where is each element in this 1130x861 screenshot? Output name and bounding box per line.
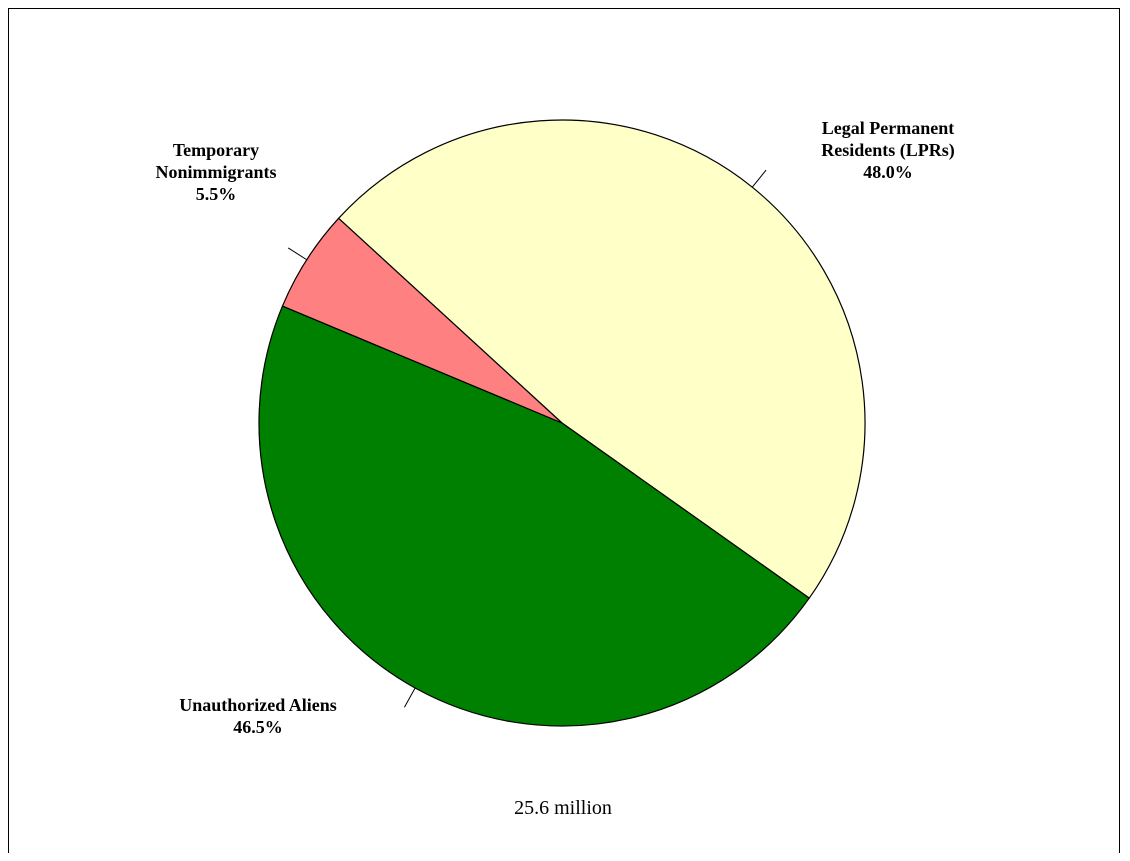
- slice-labels: Legal Permanent Residents (LPRs) 48.0% Unau…: [156, 118, 955, 737]
- slice-name-label: Legal Permanent: [822, 118, 954, 138]
- pie-slice: [337, 119, 866, 599]
- slice-value-label: 5.5%: [196, 184, 237, 204]
- leader-line: [404, 687, 416, 708]
- slice-value-label: 46.5%: [233, 717, 283, 737]
- pie-slices: [258, 119, 866, 727]
- slice-name-label: Temporary: [173, 140, 259, 160]
- slice-value-label: 48.0%: [863, 162, 913, 182]
- slice-label: Unauthorized Aliens 46.5%: [179, 695, 337, 737]
- pie-chart: Legal Permanent Residents (LPRs) 48.0% Unau…: [156, 118, 955, 819]
- slice-label: Legal Permanent Residents (LPRs) 48.0%: [821, 118, 955, 182]
- leader-line: [751, 169, 767, 188]
- total-label: 25.6 million: [514, 797, 612, 819]
- slice-label: Temporary Nonimmigrants 5.5%: [156, 140, 277, 204]
- leader-line: [287, 247, 308, 261]
- chart-frame: Legal Permanent Residents (LPRs) 48.0% Unau…: [8, 8, 1120, 853]
- slice-name-label: Residents (LPRs): [821, 140, 955, 161]
- slice-name-label: Nonimmigrants: [156, 162, 277, 182]
- leader-lines: [287, 169, 767, 708]
- slice-name-label: Unauthorized Aliens: [179, 695, 337, 715]
